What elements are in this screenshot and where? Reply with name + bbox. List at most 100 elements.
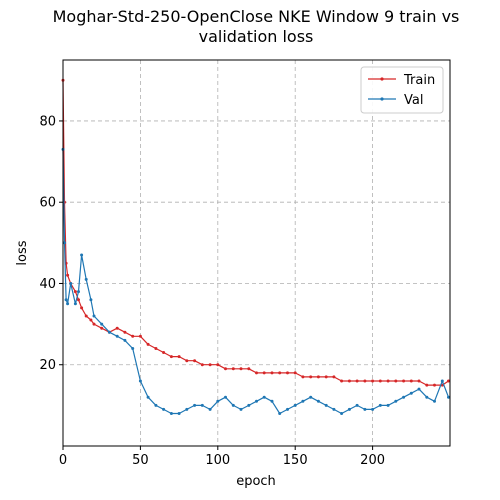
data-point-val: [66, 302, 70, 306]
data-point-val: [193, 403, 197, 407]
data-point-train: [409, 379, 413, 383]
data-point-train: [208, 363, 212, 367]
data-point-val: [216, 399, 220, 403]
data-point-train: [278, 371, 282, 375]
data-point-train: [162, 351, 166, 354]
data-point-val: [89, 298, 93, 302]
data-point-val: [123, 338, 127, 342]
data-point-train: [193, 359, 197, 363]
data-point-val: [433, 399, 436, 403]
data-point-val: [316, 399, 320, 403]
data-point-val: [107, 330, 111, 334]
data-point-train: [386, 379, 390, 383]
data-point-train: [255, 371, 258, 375]
data-point-train: [417, 379, 421, 383]
data-point-val: [77, 290, 80, 294]
data-point-val: [286, 407, 289, 411]
x-tick-label-2: 100: [205, 453, 230, 468]
data-point-train: [89, 318, 93, 322]
data-point-val: [80, 253, 84, 257]
data-point-train: [262, 371, 266, 375]
grid: [62, 60, 450, 446]
data-point-val: [84, 277, 88, 281]
data-point-train: [270, 371, 274, 375]
y-tick-label-3: 80: [39, 114, 56, 129]
data-point-val: [425, 395, 429, 399]
data-point-train: [216, 363, 220, 367]
data-point-train: [231, 367, 235, 371]
data-point-val: [73, 302, 77, 306]
data-point-train: [378, 379, 382, 383]
x-tick-label-1: 50: [132, 453, 149, 468]
legend-label-train: Train: [403, 73, 435, 88]
data-point-val: [417, 387, 421, 391]
data-point-val: [162, 407, 166, 411]
y-tick-label-1: 40: [39, 277, 56, 292]
data-point-val: [278, 412, 282, 415]
data-point-train: [131, 334, 135, 338]
data-point-train: [447, 379, 450, 383]
data-point-train: [340, 379, 344, 383]
data-point-val: [332, 407, 336, 411]
data-point-train: [138, 334, 142, 338]
data-point-train: [84, 314, 88, 318]
data-point-val: [262, 395, 266, 399]
data-point-train: [425, 383, 429, 387]
data-point-train: [239, 367, 243, 371]
data-point-val: [63, 241, 66, 245]
data-point-val: [324, 403, 328, 407]
data-point-train: [185, 359, 189, 363]
data-point-val: [200, 403, 204, 407]
data-point-val: [309, 395, 313, 399]
series-group: [61, 78, 450, 415]
data-point-val: [239, 407, 243, 411]
data-point-train: [123, 330, 127, 334]
legend-marker-train: [380, 77, 384, 81]
legend: Train Val: [360, 66, 444, 114]
data-point-val: [301, 399, 305, 403]
data-point-val: [447, 395, 450, 399]
data-point-val: [115, 334, 119, 338]
data-point-val: [363, 407, 367, 411]
data-point-val: [386, 403, 390, 407]
data-point-train: [316, 375, 320, 379]
data-point-train: [115, 326, 119, 330]
data-point-train: [394, 379, 398, 383]
data-point-val: [177, 412, 181, 415]
data-point-val: [355, 403, 359, 407]
data-point-val: [394, 399, 398, 403]
legend-label-val: Val: [404, 93, 423, 108]
data-point-train: [154, 347, 158, 350]
data-point-val: [340, 412, 344, 415]
data-point-train: [286, 371, 289, 375]
x-axis-label: epoch: [236, 474, 276, 489]
data-point-val: [270, 399, 274, 403]
data-point-train: [293, 371, 297, 375]
data-point-train: [177, 355, 181, 359]
x-tick-label-0: 0: [59, 453, 67, 468]
plot-frame: [62, 59, 451, 447]
data-point-train: [80, 306, 84, 310]
data-point-val: [208, 407, 212, 411]
chart-title-line-2: validation loss: [199, 27, 314, 46]
legend-marker-val: [380, 97, 384, 101]
data-point-val: [100, 322, 104, 326]
data-point-val: [131, 347, 135, 350]
data-point-train: [309, 375, 313, 379]
axis-ticks: 0 50 100 150 200 20 40 60 80: [39, 114, 385, 468]
y-axis-label: loss: [15, 240, 30, 265]
data-point-val: [69, 282, 73, 285]
data-point-val: [247, 403, 251, 407]
data-point-train: [347, 379, 351, 383]
data-point-train: [301, 375, 305, 379]
data-point-train: [332, 375, 336, 379]
data-point-val: [371, 407, 375, 411]
data-point-train: [433, 383, 436, 387]
data-point-val: [154, 403, 158, 407]
data-point-train: [247, 367, 251, 371]
data-point-train: [146, 342, 150, 346]
data-point-val: [224, 395, 227, 399]
data-point-val: [64, 298, 68, 302]
data-point-val: [409, 391, 413, 395]
data-point-train: [224, 367, 227, 371]
